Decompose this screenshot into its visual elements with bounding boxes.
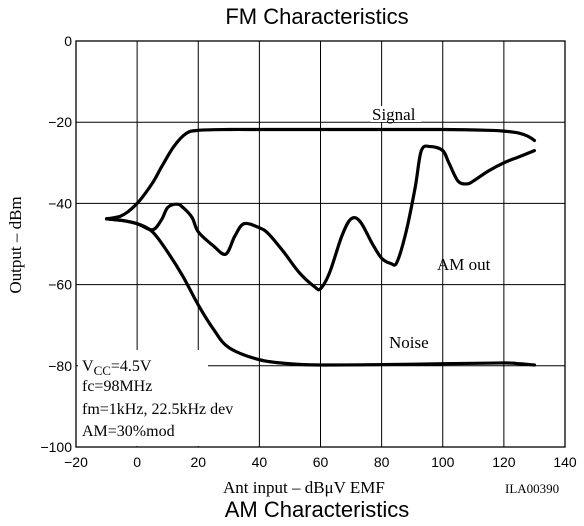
y-tick-label: 0: [64, 33, 72, 49]
x-tick-label: 40: [252, 454, 268, 470]
am-out-label: AM out: [437, 255, 491, 274]
condition-am: AM=30%mod: [82, 423, 175, 440]
signal-series-line: [104, 127, 537, 221]
condition-vcc-value: =4.5V: [111, 358, 152, 375]
condition-vcc: VCC=4.5V: [82, 358, 152, 378]
x-tick-label: 140: [553, 454, 577, 470]
x-tick-label: 0: [133, 454, 141, 470]
x-tick-label: 20: [190, 454, 206, 470]
x-tick-label: −20: [64, 454, 88, 470]
x-tick-label: 60: [313, 454, 329, 470]
condition-vcc-symbol: V: [82, 358, 94, 375]
x-tick-label: 120: [492, 454, 516, 470]
condition-fc: fc=98MHz: [82, 378, 152, 395]
footer-title: AM Characteristics: [225, 497, 410, 522]
y-tick-label: −100: [40, 439, 72, 455]
y-tick-label: −80: [48, 358, 72, 374]
noise-series-line: [104, 217, 537, 367]
y-tick-label: −20: [48, 114, 72, 130]
figure-code: ILA00390: [505, 481, 559, 496]
condition-fm: fm=1kHz, 22.5kHz dev: [82, 401, 233, 418]
conditions-background: [78, 350, 208, 446]
y-tick-label: −40: [48, 195, 72, 211]
y-axis-label: Output – dBm: [6, 196, 25, 293]
signal-label: Signal: [372, 105, 416, 124]
x-tick-label: 80: [374, 454, 390, 470]
y-tick-label: −60: [48, 277, 72, 293]
x-tick-label: 100: [431, 454, 455, 470]
noise-label: Noise: [389, 333, 429, 352]
x-axis-label: Ant input – dBμV EMF: [223, 478, 385, 497]
x-tick-labels: −20 0 20 40 60 80 100 120 140: [64, 454, 577, 470]
am-out-series-line: [104, 144, 537, 292]
chart-title: FM Characteristics: [225, 4, 408, 29]
signal-label-background: [371, 106, 421, 122]
series-lines: [104, 127, 537, 367]
y-tick-labels: 0 −20 −40 −60 −80 −100: [40, 33, 72, 455]
condition-vcc-subscript: CC: [94, 363, 111, 378]
plot-frame: [75, 40, 566, 448]
